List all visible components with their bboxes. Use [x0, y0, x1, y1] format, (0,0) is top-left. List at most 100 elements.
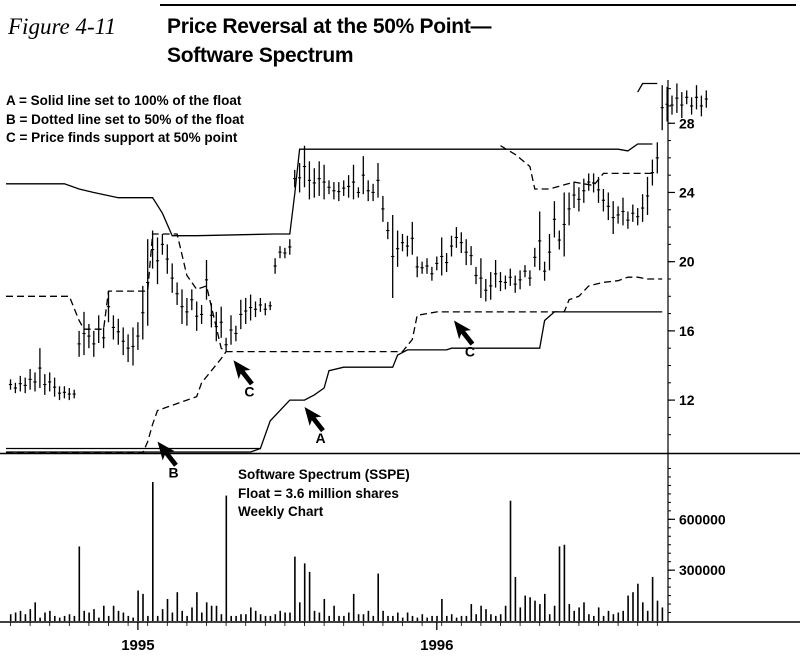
chart-title-line-1: Price Reversal at the 50% Point— [167, 15, 492, 38]
volume-bar [103, 605, 105, 621]
annotation-label-b: B [168, 465, 178, 481]
volume-bar [411, 615, 414, 621]
volume-bar [558, 546, 561, 621]
volume-axis-tick-label: 600000 [679, 511, 726, 527]
price-bars [8, 83, 708, 401]
x-axis-year-label: 1996 [420, 637, 453, 654]
volume-bar [519, 607, 522, 621]
volume-bar [93, 609, 95, 621]
float-line-5 [6, 351, 227, 454]
volume-bar [161, 609, 164, 621]
volume-bar [431, 615, 433, 621]
volume-bar [446, 615, 448, 621]
volume-bar [548, 614, 551, 621]
volume-bar [568, 604, 571, 621]
arrow-icon [304, 407, 325, 433]
volume-bar [495, 615, 497, 621]
volume-bar [107, 615, 110, 621]
volume-bar [156, 615, 159, 621]
volume-bar [49, 610, 51, 621]
float-lines [6, 82, 663, 454]
volume-bar [348, 612, 350, 621]
volume-bar [259, 614, 262, 621]
volume-bar [19, 610, 22, 621]
volume-bar [382, 610, 384, 621]
volume-bar [83, 610, 85, 621]
volume-bar [264, 615, 267, 621]
float-line-6 [637, 82, 658, 93]
volume-bar [313, 610, 316, 621]
annotation-label-c: C [244, 383, 254, 399]
volume-bar [274, 614, 277, 621]
volume-bar [602, 615, 605, 621]
volume-bar [367, 610, 370, 621]
volume-bar [117, 610, 120, 621]
price-axis-tick-label: 16 [679, 323, 695, 339]
volume-bar [406, 612, 409, 621]
volume-bar [142, 593, 144, 621]
volume-bar [240, 614, 242, 621]
float-line-b-upper [500, 145, 653, 190]
volume-bar [269, 615, 272, 621]
volume-bar [44, 612, 46, 621]
volume-bar [127, 615, 130, 621]
volume-bar [357, 614, 360, 621]
x-axis-year-label: 1995 [121, 637, 154, 654]
volume-bar [607, 610, 610, 621]
price-axis-tick-label: 20 [679, 254, 695, 270]
volume-bar [24, 614, 27, 621]
volume-bar [627, 595, 629, 621]
volume-bar [421, 614, 424, 621]
volume-bar [98, 617, 100, 621]
volume-bar [460, 615, 463, 621]
volume-bar [215, 605, 218, 621]
volume-bar [254, 610, 257, 621]
volume-bar [426, 617, 428, 621]
volume-bar [573, 610, 575, 621]
volume-bar [397, 612, 399, 621]
volume-bar [470, 604, 473, 621]
volume-bar [14, 612, 17, 621]
volume-bar [642, 602, 644, 621]
pointer-arrow [233, 360, 254, 386]
chart-title: Price Reversal at the 50% Point— Softwar… [167, 12, 492, 70]
legend-item-b: B = Dotted line set to 50% of the float [6, 111, 245, 127]
volume-bar [436, 615, 438, 621]
volume-bar [416, 617, 419, 621]
volume-bar [632, 592, 634, 621]
volume-bar [455, 617, 458, 621]
volume-bar [176, 592, 179, 621]
volume-bar [201, 612, 203, 621]
volume-bar [480, 605, 482, 621]
volume-bar [651, 576, 654, 621]
figure-label: Figure 4-11 [8, 14, 116, 39]
float-line-3 [6, 143, 653, 237]
volume-bar [289, 612, 291, 621]
chart-title-line-2: Software Spectrum [167, 44, 354, 67]
volume-bar [617, 612, 620, 621]
volume-bar [34, 602, 36, 621]
volume-bar [68, 614, 71, 621]
volume-bar [352, 593, 355, 621]
annotations: A B C C [157, 320, 475, 481]
volume-bar [210, 605, 213, 621]
volume-bar [392, 615, 394, 621]
volume-bar [509, 500, 512, 621]
volume-bar [279, 610, 281, 621]
volume-bar [39, 617, 41, 621]
volume-bar [490, 614, 492, 621]
info-timeframe: Weekly Chart [238, 504, 324, 519]
volume-bar [597, 607, 600, 621]
volume-bar [220, 614, 223, 621]
annotation-label-c: C [465, 344, 475, 360]
volume-bar [465, 615, 468, 621]
volume-bar [88, 612, 90, 621]
volume-bar [29, 609, 32, 621]
volume-bar [171, 612, 174, 621]
arrow-icon [453, 320, 475, 346]
volume-bar [583, 602, 585, 621]
volume-axis-tick-label: 300000 [679, 562, 726, 578]
volume-bar [54, 615, 56, 621]
volume-bar [318, 612, 321, 621]
